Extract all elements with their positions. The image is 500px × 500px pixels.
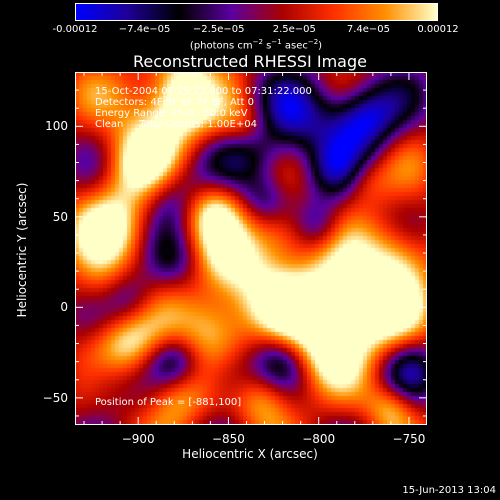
colorbar-tick-label: −2.5e−05 — [192, 24, 245, 35]
annotation-line: Clean Total Counts: 1.00E+04 — [95, 119, 257, 130]
x-tick-label: −800 — [302, 432, 336, 446]
x-tick-label: −900 — [121, 432, 155, 446]
x-tick-label: −750 — [392, 432, 426, 446]
timestamp: 15-Jun-2013 13:04 — [402, 485, 496, 496]
colorbar-tick-label: −7.4e−05 — [118, 24, 171, 35]
y-tick-label: −50 — [42, 390, 68, 405]
annotation-line: Energy Range: 25.0 - 50.0 keV — [95, 108, 248, 119]
colorbar-tick-label: 7.4e−05 — [346, 24, 391, 35]
heatmap-plot — [75, 72, 427, 425]
colorbar-tick-label: 0.00012 — [417, 24, 459, 35]
y-axis-label: Heliocentric Y (arcsec) — [15, 182, 29, 318]
heatmap-image — [75, 72, 427, 425]
y-tick-label: 50 — [52, 209, 68, 224]
colorbar — [75, 3, 438, 21]
plot-frame — [75, 72, 427, 425]
colorbar-tick-label: 2.5e−05 — [272, 24, 316, 35]
x-tick-label: −850 — [211, 432, 245, 446]
axis-ticks — [75, 72, 427, 425]
x-axis-label: Heliocentric X (arcsec) — [182, 447, 318, 461]
chart-title: Reconstructed RHESSI Image — [133, 52, 367, 71]
annotation-line: Detectors: 4F 5F 6F 7F 8F, Att 0 — [95, 97, 255, 108]
colorbar-gradient — [76, 4, 437, 20]
colorbar-units: (photons cm−2 s−1 asec−2) — [189, 38, 323, 52]
colorbar-tick-label: -0.00012 — [52, 24, 98, 35]
y-tick-label: 100 — [45, 119, 68, 134]
annotation-line: 15-Oct-2004 07:25:22.000 to 07:31:22.000 — [95, 86, 312, 97]
y-tick-label: 0 — [60, 300, 68, 315]
peak-position-label: Position of Peak = [-881,100] — [95, 397, 242, 408]
